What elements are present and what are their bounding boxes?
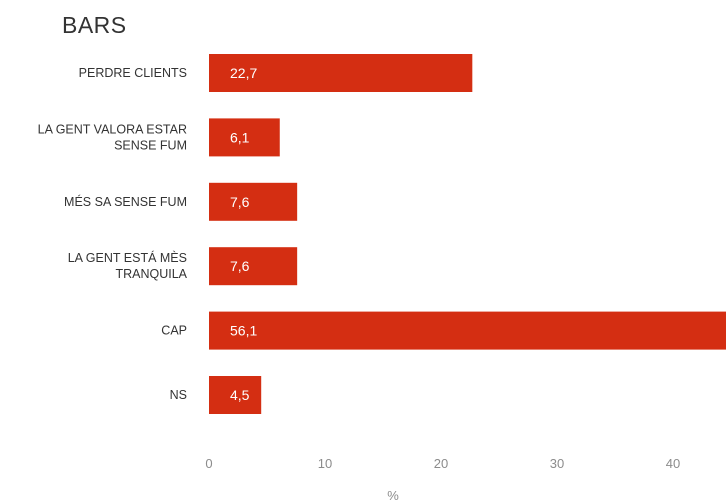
category-label: CAP [161, 324, 187, 338]
category-label: NS [170, 388, 187, 402]
bar [209, 311, 726, 350]
bars-layer: 22,7 6,1 7,6 7,6 56,1 4,5 [209, 54, 726, 414]
category-label: TRANQUILA [115, 267, 187, 281]
x-tick-label: 0 [205, 456, 212, 471]
x-axis-ticks: 0 10 20 30 40 [205, 456, 680, 471]
chart-title: BARS [62, 12, 127, 38]
category-label: LA GENT VALORA ESTAR [38, 122, 187, 136]
x-tick-label: 20 [434, 456, 448, 471]
bar-value-label: 7,6 [230, 258, 250, 274]
bar-value-label: 7,6 [230, 194, 250, 210]
bar-value-label: 22,7 [230, 65, 257, 81]
bar [209, 247, 298, 286]
x-tick-label: 10 [318, 456, 332, 471]
bar-value-label: 4,5 [230, 387, 250, 403]
bar [209, 54, 473, 92]
category-label: PERDRE CLIENTS [79, 66, 187, 80]
x-axis-title: % [387, 488, 399, 503]
bar [209, 118, 280, 157]
x-tick-label: 30 [550, 456, 564, 471]
category-labels: PERDRE CLIENTS LA GENT VALORA ESTAR SENSE … [38, 66, 188, 402]
bar-value-label: 56,1 [230, 323, 257, 339]
category-label: MÉS SA SENSE FUM [64, 194, 187, 209]
bar-value-label: 6,1 [230, 129, 250, 145]
category-label: LA GENT ESTÁ MÈS [68, 250, 187, 265]
category-label: SENSE FUM [114, 138, 187, 152]
bar [209, 182, 298, 221]
bar [209, 376, 262, 414]
x-tick-label: 40 [666, 456, 680, 471]
